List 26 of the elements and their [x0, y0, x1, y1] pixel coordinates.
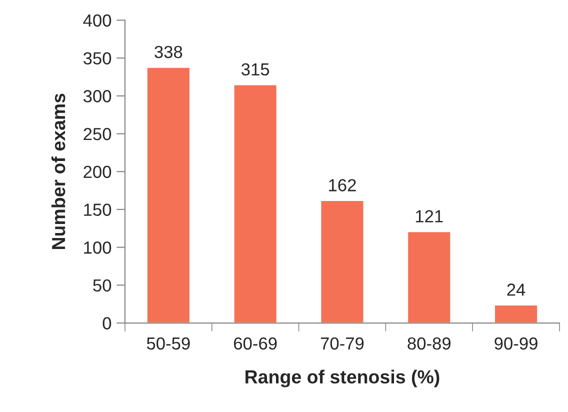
y-tick-label: 400 — [83, 14, 112, 27]
x-tick-label: 90-99 — [494, 337, 538, 350]
data-label: 162 — [329, 179, 356, 192]
bar — [494, 304, 538, 324]
y-axis-title: Number of exams — [51, 94, 66, 250]
x-tick-label: 50-59 — [146, 337, 190, 350]
data-label: 24 — [507, 284, 526, 296]
x-tick-label: 70-79 — [320, 337, 364, 350]
bar — [146, 66, 191, 324]
x-axis-title: Range of stenosis (%) — [246, 370, 440, 388]
bar — [320, 200, 365, 324]
y-tick-label: 300 — [83, 90, 112, 102]
y-tick-label: 150 — [84, 204, 112, 216]
data-label: 121 — [416, 210, 443, 222]
bar — [406, 230, 452, 324]
y-tick-label: 50 — [93, 279, 112, 292]
y-tick-label: 0 — [102, 317, 112, 330]
data-label: 315 — [241, 63, 270, 76]
y-tick-label: 350 — [83, 52, 112, 64]
y-tick-label: 100 — [84, 241, 112, 254]
y-tick-label: 250 — [84, 128, 112, 140]
x-tick-label: 60-69 — [234, 337, 277, 350]
x-tick-label: 80-89 — [408, 337, 451, 350]
bar — [232, 84, 278, 324]
y-tick-label: 200 — [84, 166, 112, 178]
data-label: 338 — [154, 46, 182, 58]
